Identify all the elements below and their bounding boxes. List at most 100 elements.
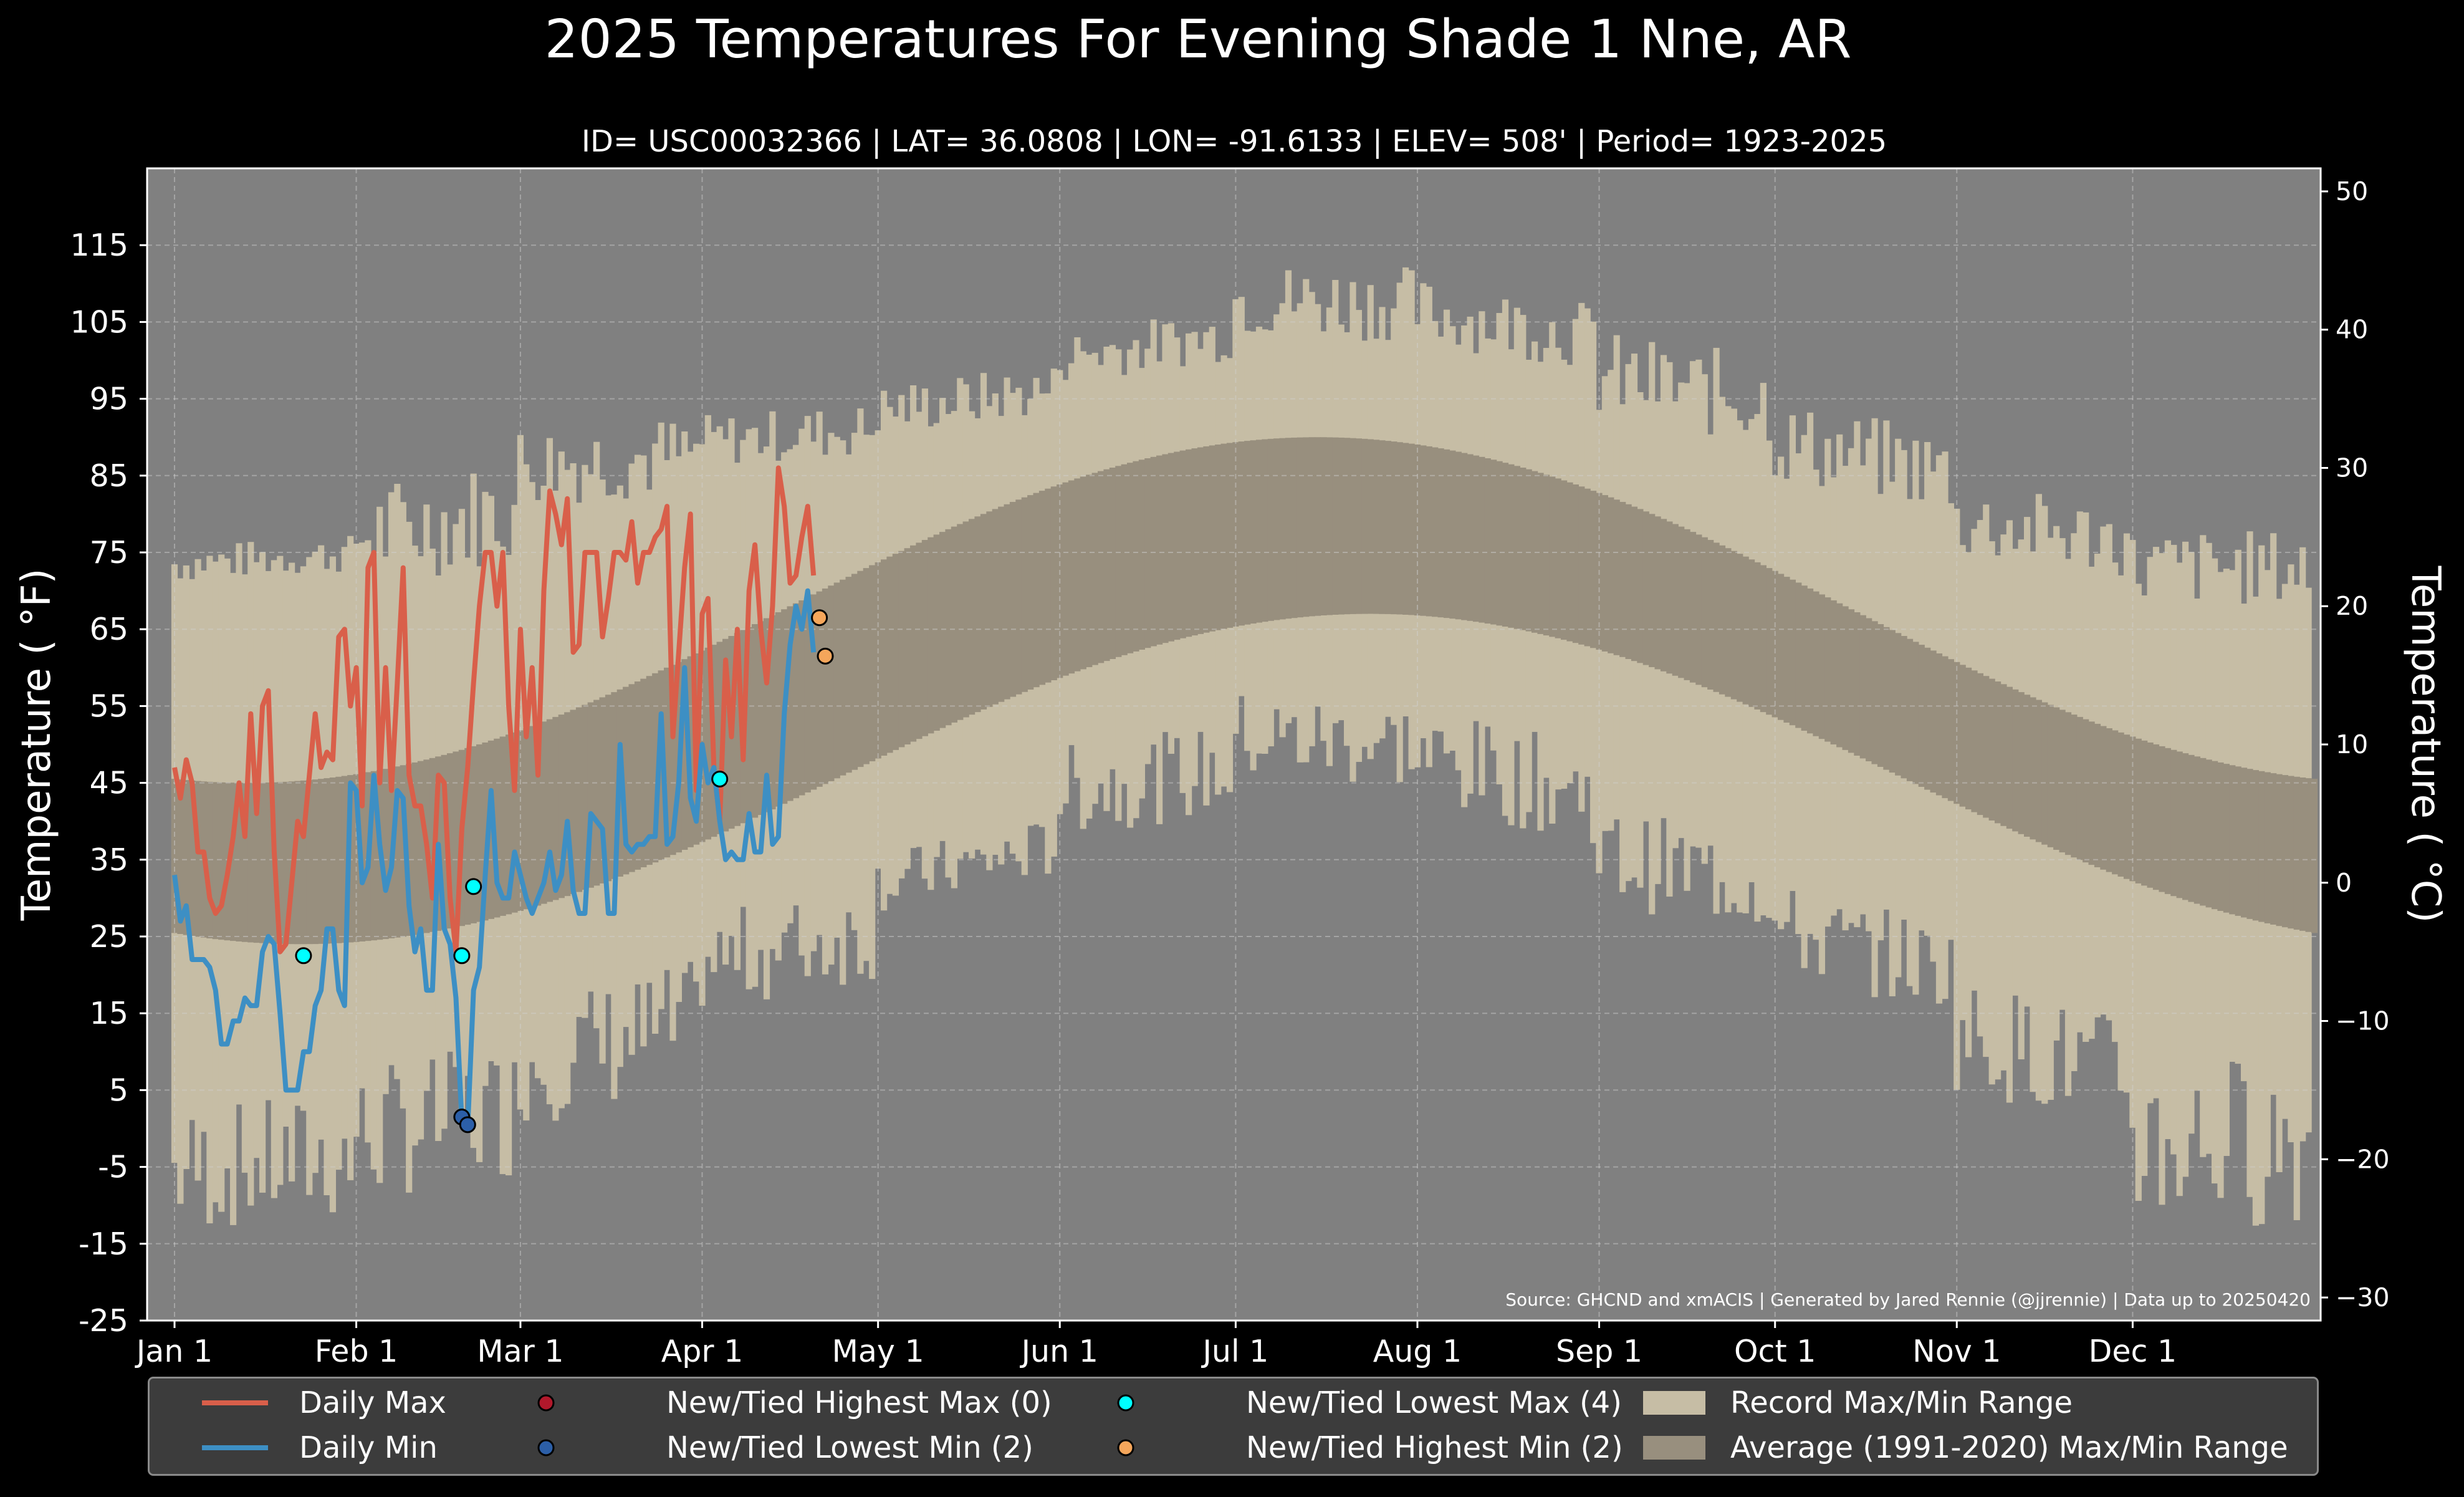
normal-range-bar [1590, 491, 1597, 648]
normal-range-bar [857, 570, 864, 768]
normal-range-swatch [1643, 1436, 1705, 1460]
y-right-tick-label: 20 [2336, 591, 2368, 621]
normal-range-bar [1255, 440, 1263, 623]
normal-range-bar [957, 524, 964, 720]
normal-range-bar [1373, 440, 1380, 614]
y-tick-label: 115 [70, 228, 128, 263]
legend-item-record-range: Record Max/Min Range [1641, 1385, 2314, 1421]
normal-range-bar [2164, 748, 2171, 894]
normal-range-bar [2129, 736, 2136, 882]
normal-range-bar [506, 734, 512, 915]
normal-range-bar [212, 782, 219, 940]
normal-range-bar [1918, 645, 1925, 787]
normal-range-bar [341, 776, 348, 943]
normal-range-bar [370, 771, 377, 941]
normal-range-bar [1983, 676, 1990, 818]
legend-label: New/Tied Highest Min (2) [1246, 1430, 1623, 1465]
normal-range-bar [1965, 667, 1972, 810]
normal-range-bar [1502, 463, 1509, 627]
y-right-tick-label: −10 [2336, 1006, 2390, 1036]
y-right-tick-label: 40 [2336, 315, 2368, 345]
normal-range-bar [1355, 438, 1362, 614]
normal-range-bar [411, 762, 418, 935]
normal-range-bar [511, 732, 518, 913]
record-markers [295, 609, 834, 1134]
normal-range-bar [1449, 450, 1456, 619]
normal-range-bar [1133, 461, 1139, 652]
normal-range-bar [1807, 588, 1814, 734]
normal-range-bar [417, 761, 424, 934]
normal-range-bar [2094, 723, 2101, 867]
normal-range-bar [1455, 451, 1462, 620]
normal-range-bar [312, 779, 319, 945]
normal-range-bar [1889, 630, 1896, 773]
normal-range-bar [2076, 716, 2083, 860]
normal-range-bar [1737, 554, 1743, 702]
normal-range-bar [2106, 728, 2112, 872]
normal-range-bar [1871, 621, 1878, 764]
normal-range-bar [1543, 474, 1550, 636]
normal-range-bar [441, 754, 448, 930]
normal-range-bar [1572, 484, 1579, 643]
normal-range-bar [353, 774, 360, 942]
normal-range-bar [886, 556, 893, 753]
normal-range-bars [171, 437, 2318, 945]
normal-range-bar [564, 712, 571, 897]
normal-range-bar [787, 606, 793, 801]
lowest-max-marker [295, 947, 312, 965]
normal-range-bar [1684, 529, 1690, 680]
normal-range-bar [1156, 455, 1163, 645]
normal-range-bar [1461, 453, 1468, 620]
normal-range-bar [1725, 548, 1732, 697]
normal-range-bar [1730, 551, 1737, 700]
normal-range-bar [570, 710, 577, 894]
normal-range-bar [1532, 471, 1538, 633]
normal-range-bar [2288, 776, 2294, 929]
y-axis-right: −30 −20 −10 0 10 20 30 40 50 [2321, 176, 2390, 1312]
normal-range-bar [1953, 662, 1960, 804]
normal-range-bar [646, 676, 653, 865]
legend-item-normal-range: Average (1991-2020) Max/Min Range [1641, 1430, 2314, 1466]
normal-range-bar [1127, 463, 1134, 653]
normal-range-bar [628, 684, 635, 872]
normal-range-bar [745, 627, 752, 821]
x-tick-label: Nov 1 [1912, 1334, 2001, 1369]
normal-range-bar [816, 591, 823, 787]
normal-range-bar [840, 579, 846, 776]
normal-range-bar [1021, 497, 1028, 692]
normal-range-bar [916, 542, 923, 739]
normal-range-bar [1912, 642, 1919, 784]
normal-range-bar [1578, 486, 1585, 645]
normal-range-bar [1959, 665, 1966, 807]
y-axis-left-label: Temperature ( °F) [14, 569, 60, 922]
x-tick-label: Aug 1 [1373, 1334, 1462, 1369]
normal-range-bar [2047, 705, 2054, 847]
legend-label: Daily Min [299, 1430, 438, 1465]
normal-range-bar [2141, 740, 2148, 886]
normal-range-bar [236, 782, 242, 941]
normal-range-bar [2241, 768, 2248, 918]
normal-range-bar [582, 705, 588, 890]
normal-range-bar [1824, 597, 1831, 742]
normal-range-bar [1191, 448, 1198, 636]
normal-range-bar [1262, 439, 1268, 622]
normal-range-bar [2281, 775, 2289, 928]
normal-range-bar [945, 529, 952, 726]
normal-range-bar [1608, 497, 1614, 653]
normal-range-bar [1947, 659, 1954, 801]
normal-range-bar [681, 659, 688, 850]
normal-range-bar [259, 782, 266, 943]
normal-range-bar [1109, 468, 1116, 659]
normal-range-bar [1068, 480, 1075, 674]
legend-label: Record Max/Min Range [1730, 1385, 2073, 1420]
normal-range-bar [599, 697, 606, 883]
normal-range-bar [476, 744, 483, 922]
normal-range-bar [2024, 695, 2031, 837]
normal-range-bar [1971, 670, 1978, 812]
normal-range-bar [1338, 437, 1345, 615]
normal-range-bar [1601, 495, 1608, 652]
legend-label: Average (1991-2020) Max/Min Range [1730, 1430, 2288, 1465]
legend-label: New/Tied Highest Max (0) [666, 1385, 1052, 1420]
normal-range-bar [1537, 473, 1544, 634]
record-range-bar [2135, 584, 2142, 1201]
